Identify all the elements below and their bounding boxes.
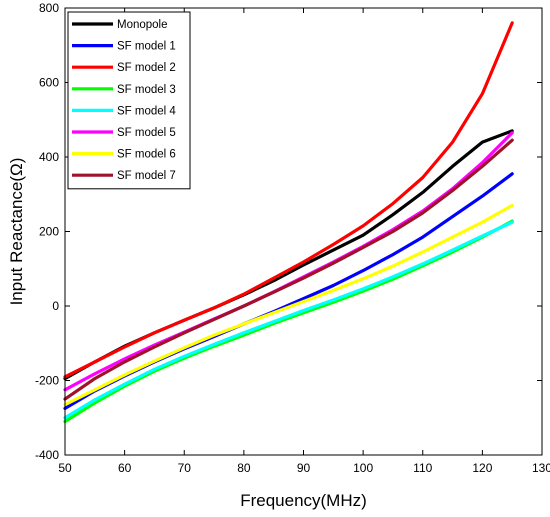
series-line-5 bbox=[63, 220, 514, 420]
y-tick-label: -400 bbox=[35, 448, 59, 462]
series-line-3 bbox=[63, 21, 514, 379]
legend-label: SF model 7 bbox=[117, 170, 176, 182]
y-tick-label: 200 bbox=[39, 225, 59, 239]
y-axis-title: Input Reactance(Ω) bbox=[7, 158, 26, 306]
y-tick-label: 600 bbox=[39, 76, 59, 90]
x-tick-label: 110 bbox=[413, 461, 432, 475]
legend-label: Monopole bbox=[117, 19, 168, 31]
legend-label: SF model 4 bbox=[117, 105, 176, 117]
legend-label: SF model 5 bbox=[117, 127, 176, 139]
series-line-8 bbox=[63, 138, 514, 401]
ticks-layer: 50 60 70 80 90 100 110 120 130 -400 -200 0 200 400 600… bbox=[35, 1, 550, 475]
x-tick-label: 90 bbox=[297, 461, 311, 475]
series-layer bbox=[63, 21, 514, 424]
y-tick-label: 800 bbox=[39, 1, 59, 15]
legend-label: SF model 2 bbox=[117, 62, 176, 74]
y-tick-label: 0 bbox=[52, 299, 59, 313]
x-tick-label: 70 bbox=[178, 461, 192, 475]
x-tick-label: 50 bbox=[58, 461, 72, 475]
series-line-4 bbox=[63, 219, 514, 424]
x-tick-label: 60 bbox=[118, 461, 132, 475]
legend-label: SF model 6 bbox=[117, 149, 176, 161]
series-line-2 bbox=[63, 172, 514, 410]
y-tick-label: 400 bbox=[39, 150, 59, 164]
legend-label: SF model 3 bbox=[117, 84, 176, 96]
x-tick-label: 100 bbox=[353, 461, 373, 475]
x-tick-label: 120 bbox=[472, 461, 492, 475]
x-tick-label: 80 bbox=[237, 461, 251, 475]
series-line-7 bbox=[63, 203, 514, 407]
legend: Monopole SF model 1 SF model 2 SF model 3 SF… bbox=[67, 11, 191, 190]
y-tick-label: -200 bbox=[35, 374, 59, 388]
x-tick-label: 130 bbox=[532, 461, 550, 475]
legend-box bbox=[67, 11, 191, 190]
x-axis-title: Frequency(MHz) bbox=[240, 491, 367, 510]
legend-label: SF model 1 bbox=[117, 41, 176, 53]
